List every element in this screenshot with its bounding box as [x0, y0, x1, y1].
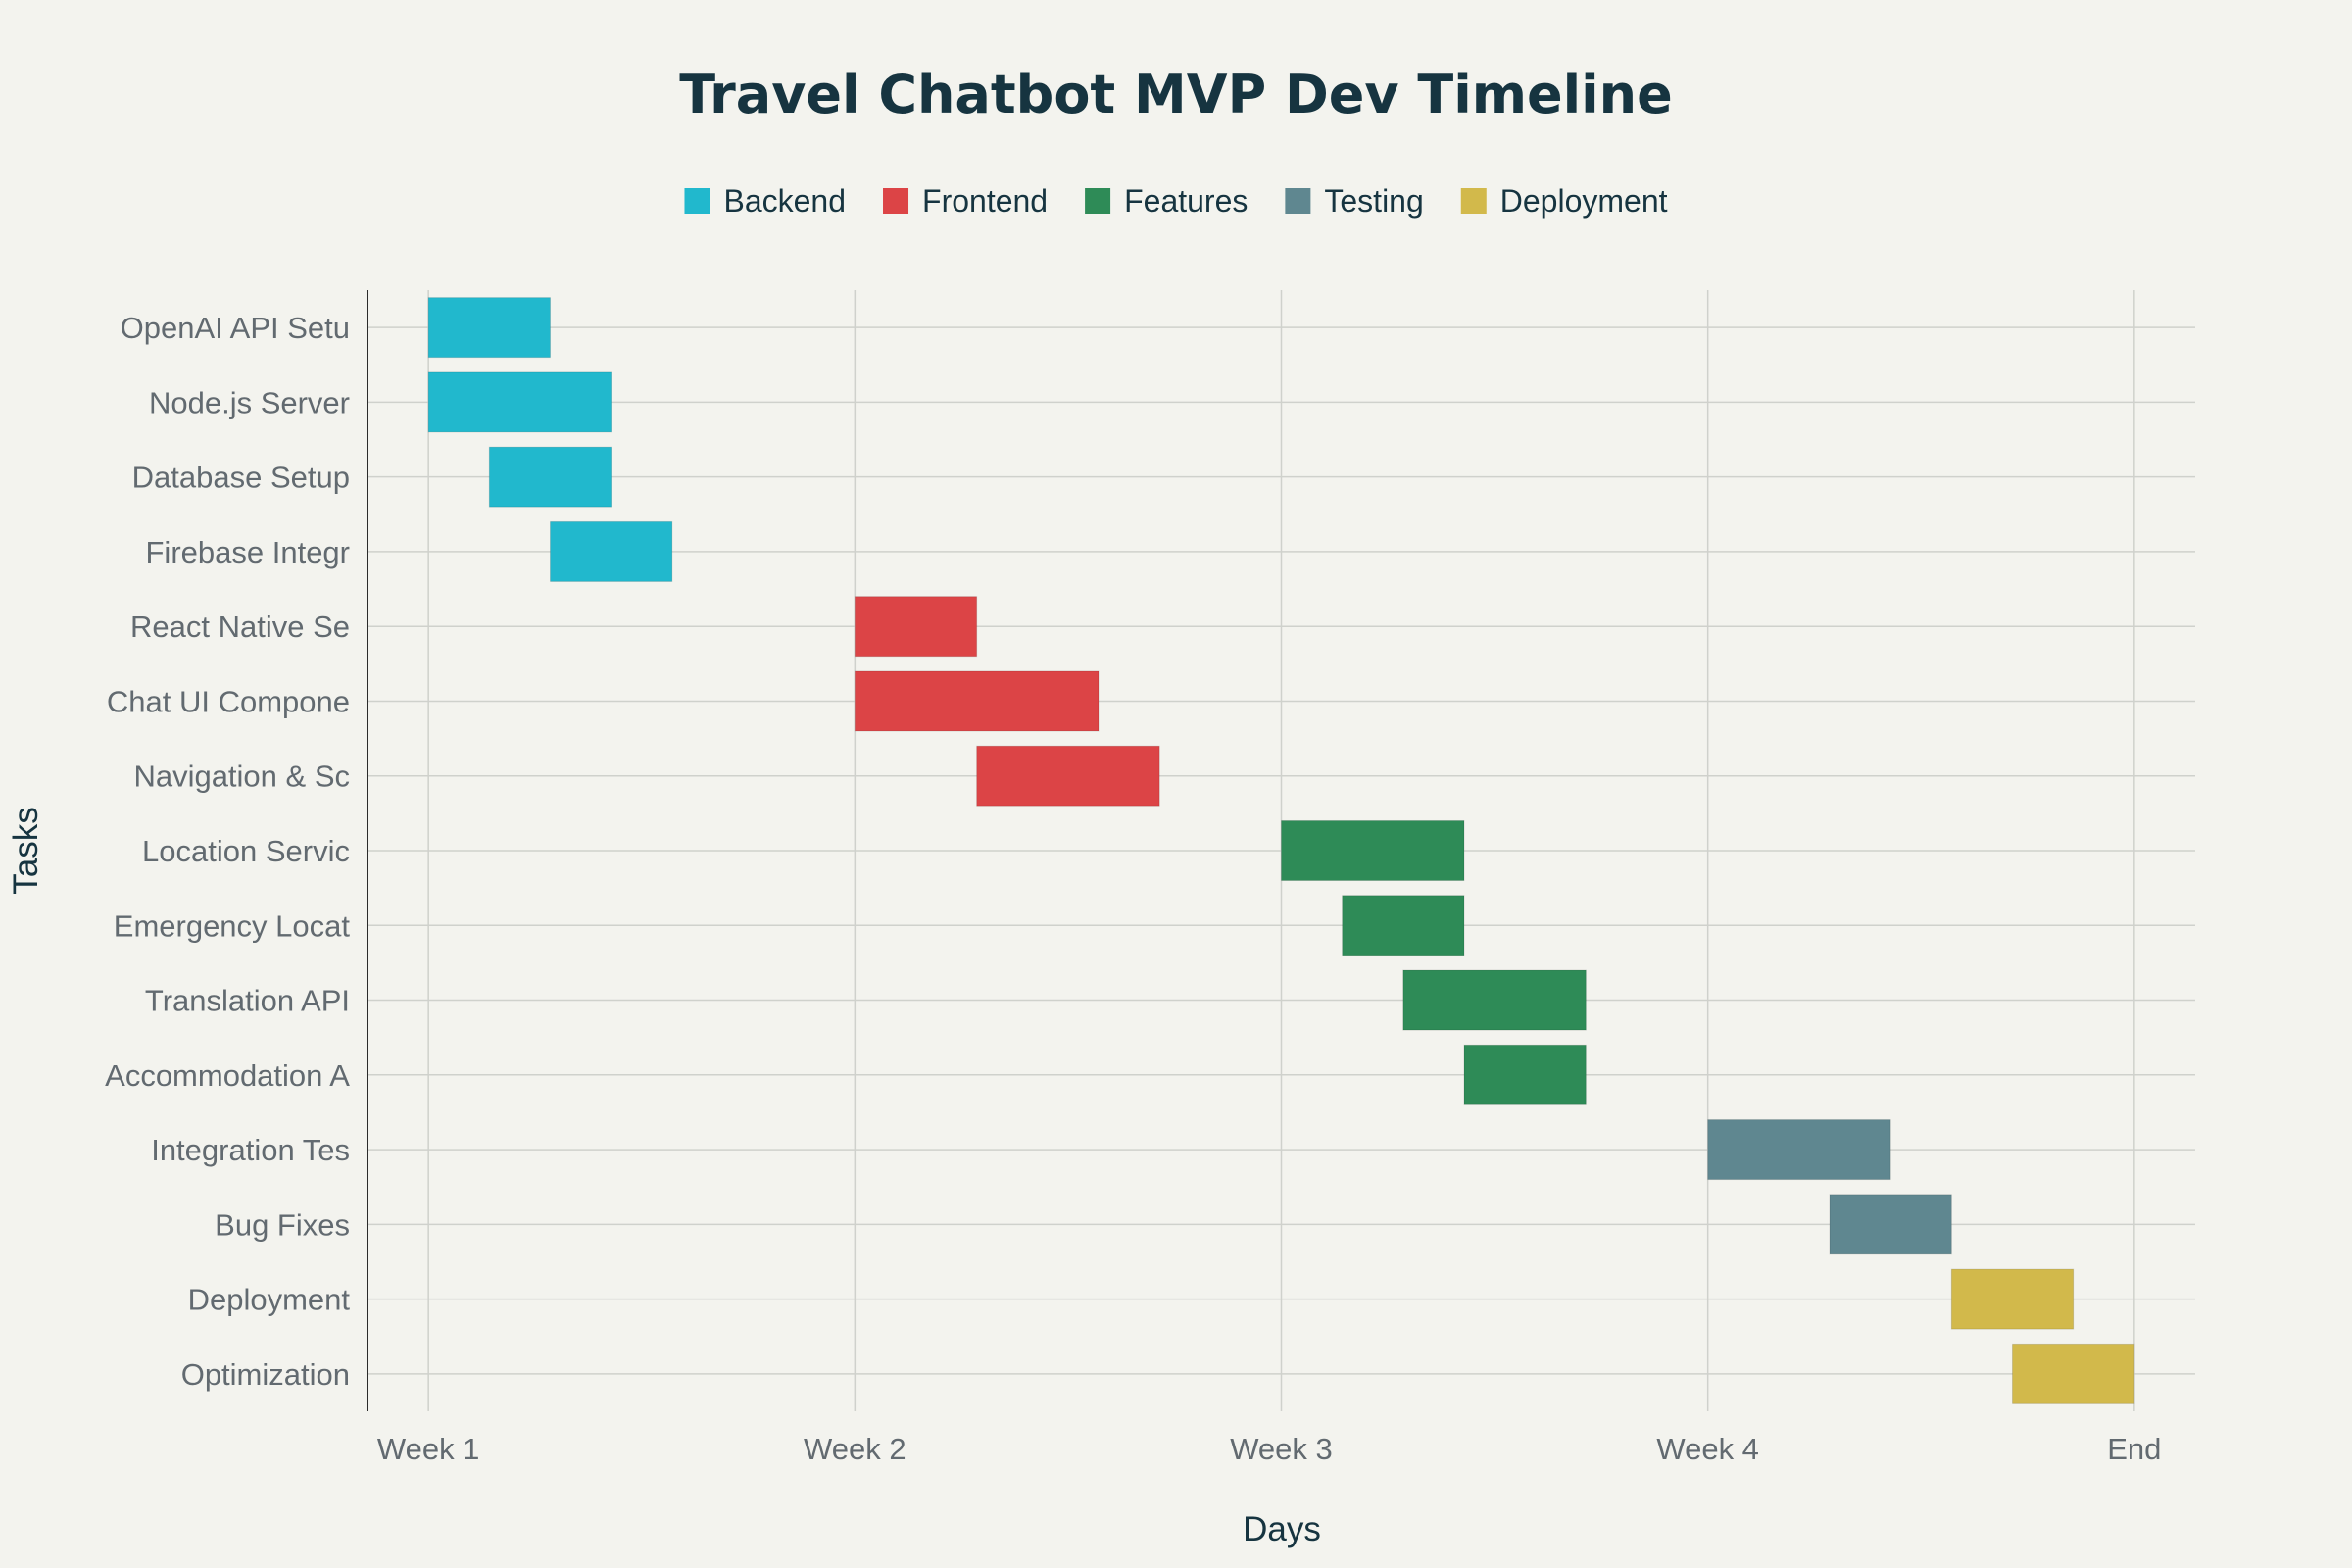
gantt-bar [427, 371, 612, 433]
chart-title: Travel Chatbot MVP Dev Timeline [679, 64, 1672, 125]
x-tick-label: Week 4 [1656, 1432, 1759, 1466]
gantt-bar [1707, 1119, 1891, 1181]
y-tick-label: Translation API [145, 984, 350, 1018]
legend-label: Deployment [1500, 183, 1668, 219]
y-tick-label: Integration Tes [151, 1133, 350, 1167]
gantt-bar [1402, 969, 1587, 1031]
y-tick-label: Emergency Locat [114, 908, 351, 943]
y-tick-label: Deployment [188, 1283, 351, 1317]
y-tick-label: Node.js Server [149, 385, 350, 419]
legend-item: Backend [684, 183, 846, 219]
x-tick-label: Week 1 [377, 1432, 480, 1466]
y-tick-label: Bug Fixes [215, 1207, 350, 1242]
gantt-bar [2012, 1343, 2135, 1404]
legend-label: Features [1124, 183, 1248, 219]
gantt-bar [1950, 1268, 2075, 1330]
legend-swatch [1285, 188, 1311, 214]
y-tick-label: Optimization [181, 1357, 350, 1392]
gantt-bar [1281, 819, 1465, 882]
gantt-bar [976, 745, 1160, 807]
bars [427, 297, 2135, 1404]
gantt-bar [1463, 1044, 1587, 1105]
y-tick-label: React Native Se [130, 610, 350, 644]
x-axis-title: Days [1243, 1510, 1321, 1548]
gantt-bar [854, 670, 1100, 732]
y-axis-title: Tasks [7, 807, 45, 894]
legend-item: Features [1085, 183, 1248, 219]
legend-label: Testing [1324, 183, 1423, 219]
gantt-bar [1342, 895, 1465, 956]
legend-item: Deployment [1460, 183, 1668, 219]
legend-swatch [684, 188, 710, 214]
legend-item: Testing [1285, 183, 1424, 219]
legend: Backend Frontend Features Testing Deployment [684, 183, 1668, 219]
y-tick-label: Accommodation A [105, 1058, 350, 1093]
gantt-bar [854, 596, 978, 658]
legend-swatch [883, 188, 909, 214]
y-tick-label: Database Setup [132, 461, 350, 495]
y-tick-label: Firebase Integr [146, 535, 351, 569]
legend-label: Backend [723, 183, 846, 219]
y-tick-label: Navigation & Sc [133, 760, 350, 794]
gantt-bar [488, 446, 612, 508]
y-tick-label: Location Servic [142, 834, 350, 868]
x-tick-label: End [2107, 1432, 2161, 1466]
legend-swatch [1460, 188, 1487, 214]
gantt-bar [550, 520, 673, 582]
legend-swatch [1085, 188, 1111, 214]
y-axis-ticks: OpenAI API Setu Node.js Server Database Se… [105, 311, 350, 1392]
x-axis-ticks: Week 1 Week 2 Week 3 Week 4 End [377, 1432, 2162, 1466]
gantt-bar [1829, 1194, 1952, 1255]
legend-item: Frontend [883, 183, 1048, 219]
gantt-bar [427, 297, 551, 359]
y-tick-label: Chat UI Compone [107, 684, 350, 718]
x-tick-label: Week 2 [804, 1432, 906, 1466]
legend-label: Frontend [922, 183, 1048, 219]
y-tick-label: OpenAI API Setu [121, 311, 350, 345]
x-tick-label: Week 3 [1230, 1432, 1333, 1466]
